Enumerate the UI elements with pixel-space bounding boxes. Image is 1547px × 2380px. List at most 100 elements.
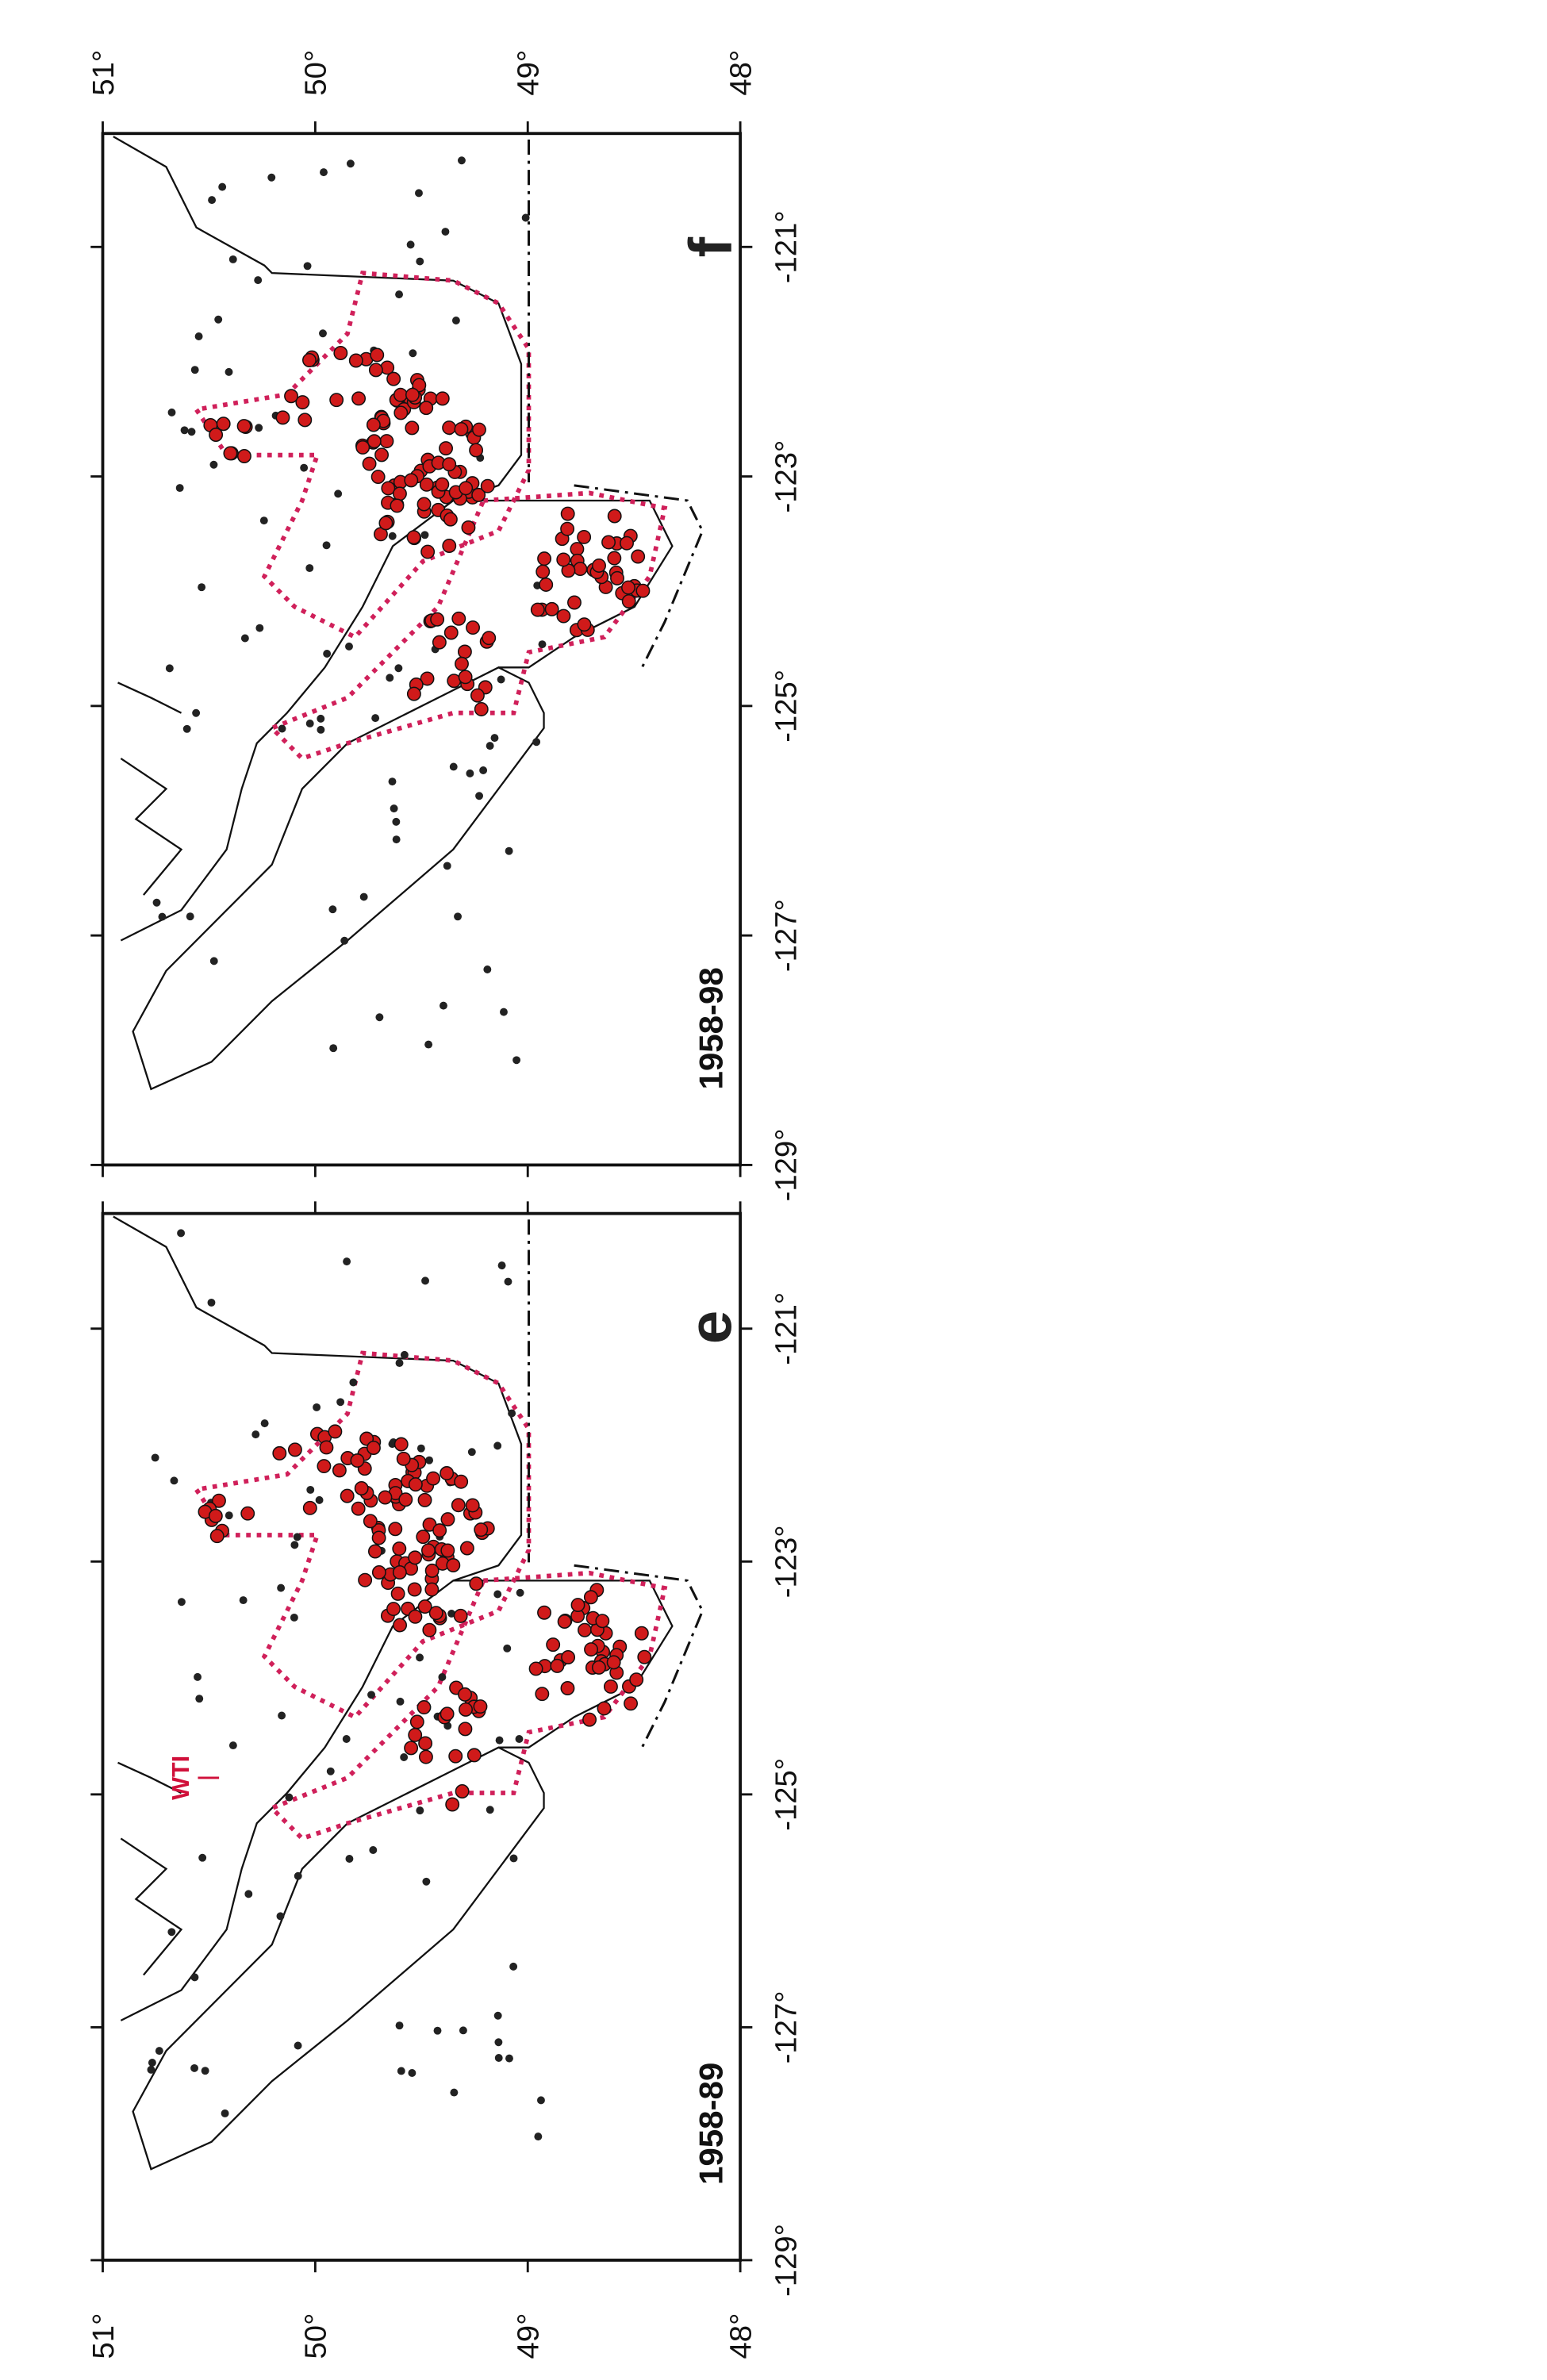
lon-tick-label: -121° xyxy=(770,1292,804,1365)
large-epicenter xyxy=(428,1606,443,1621)
epicenter xyxy=(343,1257,351,1266)
large-epicenter xyxy=(624,1696,639,1711)
large-epicenter xyxy=(405,420,420,436)
large-epicenter xyxy=(469,443,484,458)
epicenter xyxy=(198,583,206,592)
large-epicenter xyxy=(471,487,486,502)
large-epicenter xyxy=(470,688,485,703)
large-epicenter xyxy=(406,686,421,701)
large-epicenter xyxy=(607,551,622,566)
large-epicenter xyxy=(408,1609,423,1624)
epicenter xyxy=(319,329,327,338)
large-epicenter xyxy=(370,470,386,485)
epicenter xyxy=(225,367,233,376)
epicenter xyxy=(421,1276,429,1285)
large-epicenter xyxy=(386,371,401,386)
seismic-zone xyxy=(192,271,532,640)
epicenter xyxy=(375,1013,384,1022)
large-epicenter xyxy=(404,473,419,488)
lat-tick-label: 51° xyxy=(86,50,121,96)
large-epicenter xyxy=(471,422,486,437)
large-epicenter xyxy=(621,593,636,608)
map-features xyxy=(113,136,704,1091)
epicenter xyxy=(182,724,191,733)
epicenter xyxy=(285,1793,294,1802)
large-epicenter xyxy=(440,1512,455,1527)
epicenter xyxy=(267,173,276,182)
large-epicenter xyxy=(393,387,408,402)
epicenter xyxy=(450,2088,459,2097)
epicenter xyxy=(424,1040,433,1049)
large-epicenter xyxy=(432,635,447,650)
large-epicenter xyxy=(392,1565,407,1580)
large-epicenter xyxy=(408,1477,423,1492)
lon-tick-label: -127° xyxy=(770,899,804,972)
large-epicenter xyxy=(634,1626,649,1641)
epicenter xyxy=(494,2054,503,2062)
coastline xyxy=(132,1746,545,2171)
epicenter xyxy=(490,734,499,743)
epicenter xyxy=(392,817,401,826)
coastline xyxy=(117,681,183,896)
epicenter xyxy=(483,965,492,974)
large-epicenter xyxy=(407,1582,422,1597)
large-epicenter xyxy=(435,391,450,406)
coastline xyxy=(113,136,523,942)
coastline xyxy=(117,1761,183,1976)
large-epicenter xyxy=(439,441,453,456)
period-label: 1958-89 xyxy=(692,2063,729,2185)
epicenter xyxy=(180,426,189,435)
large-epicenter xyxy=(455,656,469,671)
epicenter xyxy=(466,769,474,777)
large-epicenter xyxy=(393,1618,408,1633)
large-epicenter xyxy=(577,529,592,544)
epicenter xyxy=(155,2047,163,2056)
large-epicenter xyxy=(457,644,472,659)
large-epicenter xyxy=(635,583,651,598)
large-epicenter xyxy=(396,1451,411,1466)
large-epicenter xyxy=(420,671,435,686)
epicenter xyxy=(409,349,417,358)
epicenter xyxy=(208,196,217,205)
epicenter xyxy=(290,1541,299,1549)
large-epicenter xyxy=(440,1543,455,1558)
epicenter xyxy=(175,484,184,493)
large-epicenter xyxy=(466,620,480,635)
epicenter xyxy=(515,1735,524,1743)
large-epicenter xyxy=(272,1445,287,1461)
large-epicenter xyxy=(629,1672,644,1687)
large-epicenter xyxy=(351,391,367,406)
epicenter xyxy=(396,1697,405,1706)
epicenter xyxy=(441,228,450,236)
epicenter xyxy=(532,738,541,747)
epicenter xyxy=(239,1596,248,1605)
large-epicenter xyxy=(530,602,545,617)
large-epicenter xyxy=(474,701,489,716)
large-epicenter xyxy=(284,389,298,404)
lat-tick-label: 51° xyxy=(86,2313,121,2359)
epicenter xyxy=(192,708,201,717)
epicenter xyxy=(317,714,325,723)
large-epicenter xyxy=(418,1749,433,1764)
large-epicenter xyxy=(458,670,473,685)
large-epicenter xyxy=(390,498,405,513)
coastline xyxy=(113,1215,523,2021)
epicenter xyxy=(315,1495,324,1504)
epicenter xyxy=(255,424,263,432)
large-epicenter xyxy=(459,481,474,496)
large-epicenter xyxy=(408,1550,423,1565)
deformation-front xyxy=(574,484,704,668)
epicenter xyxy=(190,366,199,374)
epicenter xyxy=(194,332,203,340)
map-frame xyxy=(101,1211,743,2262)
epicenter xyxy=(240,634,249,643)
large-epicenter xyxy=(351,1501,366,1516)
large-epicenter xyxy=(209,1529,225,1544)
epicenter xyxy=(505,846,513,855)
epicenter xyxy=(345,642,353,651)
large-epicenter xyxy=(408,1727,423,1742)
epicenter xyxy=(479,766,488,775)
large-epicenter xyxy=(597,1701,612,1716)
epicenter xyxy=(457,156,466,165)
